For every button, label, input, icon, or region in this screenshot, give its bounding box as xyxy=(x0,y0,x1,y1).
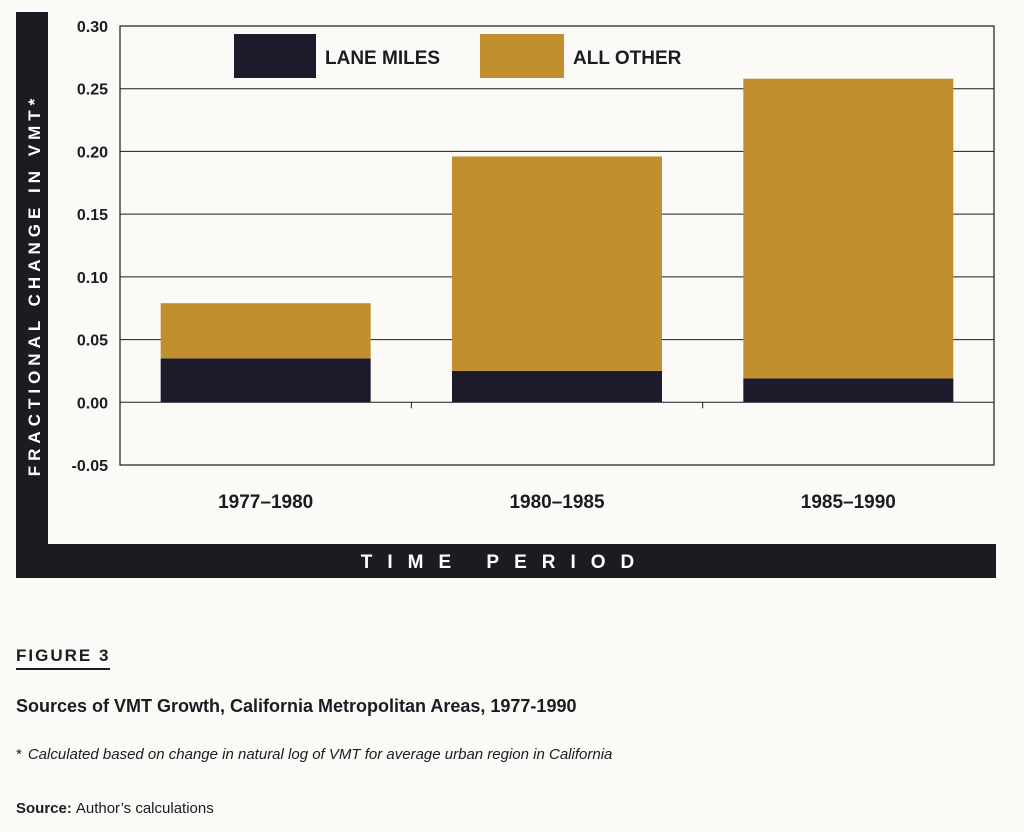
x-axis-title: TIME PERIOD xyxy=(361,552,650,573)
x-tick-label: 1977–1980 xyxy=(218,492,313,513)
bar-all-other-3 xyxy=(743,78,954,379)
x-tick-label: 1985–1990 xyxy=(801,492,896,513)
legend-swatch-all-other xyxy=(480,34,564,78)
x-tick-label: 1980–1985 xyxy=(509,492,605,513)
bar-all-other-2 xyxy=(452,156,662,371)
chart: FRACTIONAL CHANGE IN VMT* TIME PERIOD 0.… xyxy=(16,12,996,578)
y-tick-label: 0.15 xyxy=(77,207,108,224)
y-tick-label: -0.05 xyxy=(72,458,109,475)
bar-lane-miles-2 xyxy=(452,370,662,403)
plot-area xyxy=(119,25,995,466)
footnote: * Calculated based on change in natural l… xyxy=(16,746,612,763)
x-ticks: 1977–1980 1980–1985 1985–1990 xyxy=(218,492,896,513)
y-tick-label: 0.30 xyxy=(77,19,108,36)
y-tick-label: 0.10 xyxy=(77,270,108,287)
y-tick-label: 0.00 xyxy=(77,395,108,412)
y-axis-title: FRACTIONAL CHANGE IN VMT* xyxy=(25,94,44,477)
y-tick-label: 0.20 xyxy=(77,144,108,161)
figure-label: FIGURE 3 xyxy=(16,646,111,670)
y-ticks: 0.30 0.25 0.20 0.15 0.10 0.05 0.00 -0.05 xyxy=(72,19,109,475)
legend-swatch-lane-miles xyxy=(234,34,316,78)
bar-lane-miles-1 xyxy=(160,358,371,403)
bars xyxy=(160,78,954,409)
legend: LANE MILES ALL OTHER xyxy=(234,34,682,78)
footnote-mark: * xyxy=(16,746,22,763)
x-axis-band xyxy=(16,544,996,578)
source-line: Source: Author’s calculations xyxy=(16,800,214,817)
y-tick-label: 0.05 xyxy=(77,333,108,350)
footnote-text: Calculated based on change in natural lo… xyxy=(27,746,613,763)
source-text: Author’s calculations xyxy=(75,800,214,817)
bar-all-other-1 xyxy=(160,303,371,359)
legend-label-all-other: ALL OTHER xyxy=(573,48,682,69)
y-tick-label: 0.25 xyxy=(77,82,108,99)
y-axis-band xyxy=(16,12,48,578)
figure-title: Sources of VMT Growth, California Metrop… xyxy=(16,696,577,716)
bar-lane-miles-3 xyxy=(743,378,954,403)
legend-label-lane-miles: LANE MILES xyxy=(325,48,440,69)
source-label: Source: xyxy=(16,800,72,817)
